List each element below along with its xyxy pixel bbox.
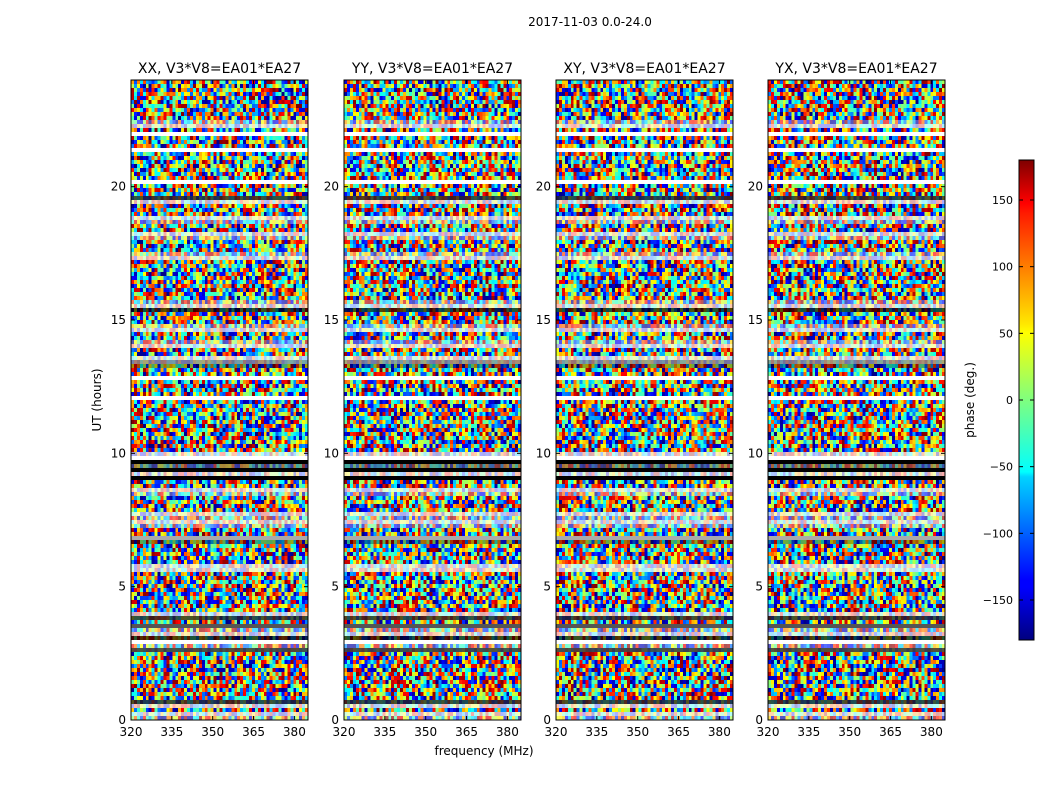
colorbar-tick-label: −150	[983, 594, 1013, 607]
colorbar-tick-label: 0	[1006, 394, 1013, 407]
y-tick-label: 15	[748, 313, 763, 327]
x-tick-label: 380	[496, 725, 519, 739]
y-tick-label: 0	[755, 713, 763, 727]
colorbar-ticks: −150 −100 −50 0 50 100 150	[983, 194, 1034, 607]
colorbar: −150 −100 −50 0 50 100 150 phase (deg.)	[963, 159, 1035, 641]
colorbar-tick-label: 100	[992, 261, 1013, 274]
y-tick-label: 20	[324, 180, 339, 194]
x-tick-label: 365	[879, 725, 902, 739]
panel-heatmap	[556, 80, 733, 720]
panel-4: YX, V3*V8=EA01*EA27 320 335 350 365 380 0 5 10 15…	[748, 61, 946, 739]
x-tick-label: 335	[797, 725, 820, 739]
y-axis-label: UT (hours)	[90, 368, 104, 431]
x-tick-label: 320	[757, 725, 780, 739]
y-tick-label: 20	[111, 180, 126, 194]
panel-1: XX, V3*V8=EA01*EA27 320 335 350 365 380 0 5 10 15…	[111, 61, 309, 739]
panel-title: XX, V3*V8=EA01*EA27	[138, 61, 301, 77]
y-tick-label: 10	[536, 446, 551, 460]
x-tick-label: 380	[920, 725, 943, 739]
x-tick-label: 380	[283, 725, 306, 739]
x-tick-label: 320	[333, 725, 356, 739]
colorbar-label: phase (deg.)	[963, 362, 977, 438]
y-tick-label: 5	[331, 580, 339, 594]
x-tick-label: 320	[545, 725, 568, 739]
x-tick-label: 350	[838, 725, 861, 739]
y-tick-label: 20	[536, 180, 551, 194]
x-tick-label: 350	[626, 725, 649, 739]
y-tick-label: 10	[111, 446, 126, 460]
x-tick-label: 320	[120, 725, 143, 739]
y-tick-label: 5	[118, 580, 126, 594]
x-tick-label: 335	[160, 725, 183, 739]
y-tick-label: 10	[324, 446, 339, 460]
x-tick-label: 365	[455, 725, 478, 739]
y-tick-label: 0	[118, 713, 126, 727]
y-tick-label: 5	[543, 580, 551, 594]
y-tick-label: 15	[324, 313, 339, 327]
colorbar-tick-label: 150	[992, 194, 1013, 207]
x-tick-label: 350	[201, 725, 224, 739]
panel-heatmap	[768, 80, 945, 720]
x-tick-label: 350	[414, 725, 437, 739]
panels: XX, V3*V8=EA01*EA27 320 335 350 365 380 0 5 10 15…	[111, 61, 946, 739]
panel-3: XY, V3*V8=EA01*EA27 320 335 350 365 380 0 5 10 15…	[536, 61, 734, 739]
y-tick-label: 0	[331, 713, 339, 727]
panel-frame	[343, 79, 522, 721]
panel-title: YX, V3*V8=EA01*EA27	[774, 61, 937, 77]
y-tick-label: 20	[748, 180, 763, 194]
x-tick-label: 380	[708, 725, 731, 739]
panel-title: XY, V3*V8=EA01*EA27	[563, 61, 725, 77]
figure-suptitle: 2017-11-03 0.0-24.0	[528, 15, 652, 29]
panel-frame	[767, 79, 946, 721]
panel-title: YY, V3*V8=EA01*EA27	[351, 61, 513, 77]
x-tick-label: 335	[373, 725, 396, 739]
y-tick-label: 15	[111, 313, 126, 327]
panel-2: YY, V3*V8=EA01*EA27 320 335 350 365 380 0 5 10 15…	[324, 61, 522, 739]
panel-frame	[130, 79, 309, 721]
colorbar-tick-label: 50	[999, 327, 1013, 340]
panel-heatmap	[344, 80, 521, 720]
colorbar-tick-label: −100	[983, 527, 1013, 540]
y-tick-label: 0	[543, 713, 551, 727]
x-tick-label: 335	[585, 725, 608, 739]
panel-heatmap	[131, 80, 308, 720]
x-tick-label: 365	[667, 725, 690, 739]
x-axis-label: frequency (MHz)	[434, 744, 533, 758]
y-tick-label: 10	[748, 446, 763, 460]
y-tick-label: 15	[536, 313, 551, 327]
panel-frame	[555, 79, 734, 721]
x-tick-label: 365	[242, 725, 265, 739]
colorbar-tick-label: −50	[990, 461, 1013, 474]
y-tick-label: 5	[755, 580, 763, 594]
